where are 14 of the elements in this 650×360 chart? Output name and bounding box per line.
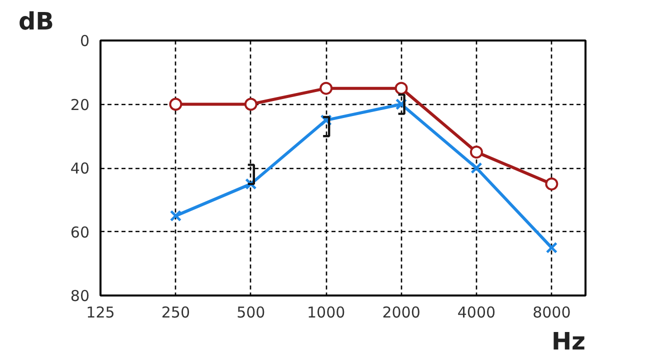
y-axis-title: dB — [18, 8, 54, 36]
y-tick-label: 40 — [70, 160, 90, 178]
x-tick-label: 8000 — [532, 304, 571, 322]
y-tick-label: 0 — [80, 32, 90, 50]
y-tick-label: 60 — [70, 223, 90, 242]
x-tick-label: 125 — [86, 304, 115, 322]
y-tick-label: 20 — [70, 96, 90, 114]
x-tick-label: 4000 — [457, 304, 496, 322]
x-axis-title: Hz — [551, 328, 586, 356]
x-tick-label: 500 — [236, 304, 266, 322]
x-tick-label: 1000 — [306, 304, 346, 322]
y-tick-label: 80 — [70, 287, 90, 305]
x-tick-label: 2000 — [382, 304, 420, 322]
x-tick-label: 250 — [161, 304, 190, 322]
